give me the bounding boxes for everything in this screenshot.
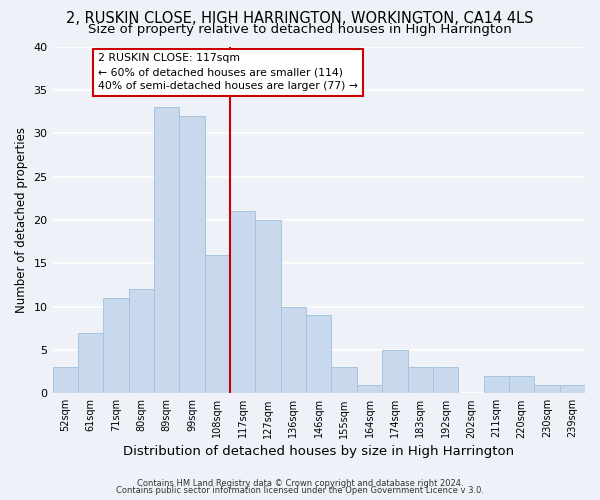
Text: Contains public sector information licensed under the Open Government Licence v : Contains public sector information licen… (116, 486, 484, 495)
Text: Size of property relative to detached houses in High Harrington: Size of property relative to detached ho… (88, 22, 512, 36)
Text: Contains HM Land Registry data © Crown copyright and database right 2024.: Contains HM Land Registry data © Crown c… (137, 478, 463, 488)
Text: 2, RUSKIN CLOSE, HIGH HARRINGTON, WORKINGTON, CA14 4LS: 2, RUSKIN CLOSE, HIGH HARRINGTON, WORKIN… (66, 11, 534, 26)
Bar (484, 376, 509, 394)
Bar (534, 384, 560, 394)
Bar (433, 368, 458, 394)
X-axis label: Distribution of detached houses by size in High Harrington: Distribution of detached houses by size … (123, 444, 514, 458)
Bar (560, 384, 585, 394)
Bar (154, 107, 179, 394)
Bar (281, 306, 306, 394)
Bar (331, 368, 357, 394)
Bar (179, 116, 205, 394)
Bar (256, 220, 281, 394)
Text: 2 RUSKIN CLOSE: 117sqm
← 60% of detached houses are smaller (114)
40% of semi-de: 2 RUSKIN CLOSE: 117sqm ← 60% of detached… (98, 54, 358, 92)
Bar (407, 368, 433, 394)
Bar (53, 368, 78, 394)
Bar (103, 298, 128, 394)
Y-axis label: Number of detached properties: Number of detached properties (15, 127, 28, 313)
Bar (205, 254, 230, 394)
Bar (509, 376, 534, 394)
Bar (78, 332, 103, 394)
Bar (306, 316, 331, 394)
Bar (357, 384, 382, 394)
Bar (230, 211, 256, 394)
Bar (128, 290, 154, 394)
Bar (382, 350, 407, 394)
